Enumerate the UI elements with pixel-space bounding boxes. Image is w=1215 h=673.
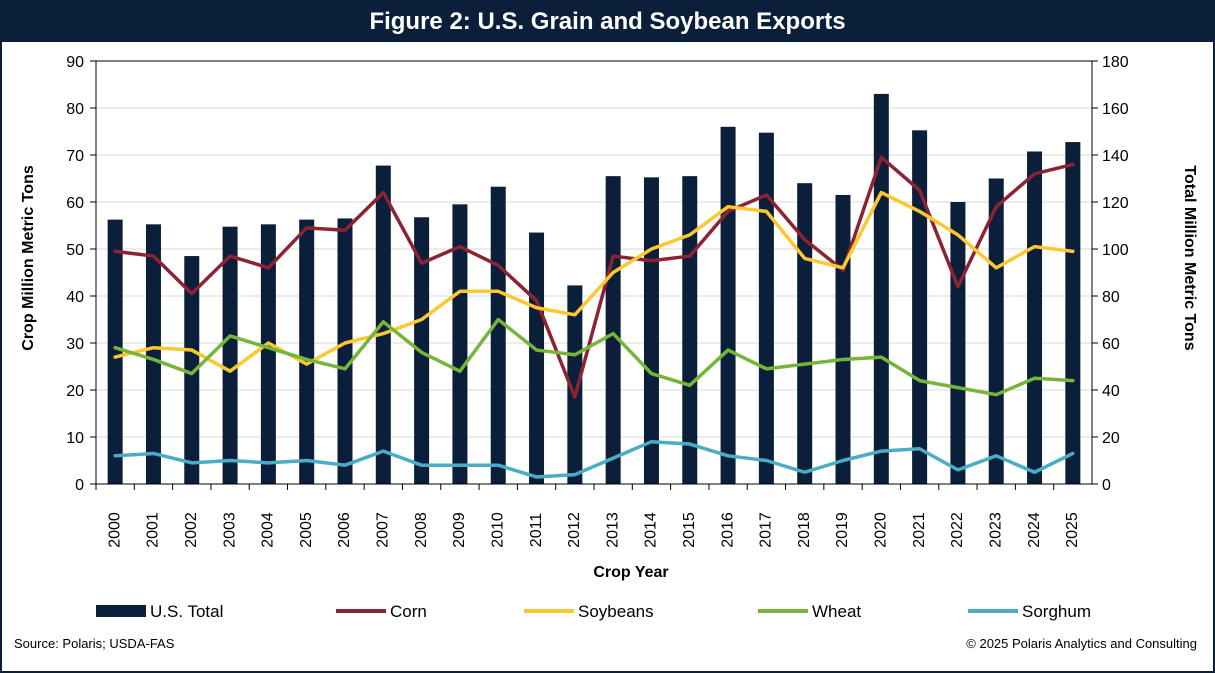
x-tick-label: 2003 <box>221 512 238 548</box>
y-left-tick-label: 10 <box>66 430 84 447</box>
legend-label: Wheat <box>812 602 861 621</box>
y-left-tick-label: 30 <box>66 336 84 353</box>
x-tick-label: 2015 <box>681 512 698 548</box>
y-left-tick-label: 40 <box>66 289 84 306</box>
bar-total <box>145 224 161 484</box>
x-tick-label: 2020 <box>873 512 890 548</box>
bar-total <box>988 178 1004 484</box>
x-tick-label: 2002 <box>183 512 200 548</box>
series-lines <box>113 155 1075 479</box>
bar-total <box>873 93 889 485</box>
bar-total <box>299 219 315 484</box>
y-right-tick-label: 120 <box>1102 195 1129 212</box>
y-right-tick-label: 20 <box>1102 430 1120 447</box>
x-tick-label: 2000 <box>106 512 123 548</box>
y-left-tick-label: 20 <box>66 383 84 400</box>
x-tick-label: 2023 <box>987 512 1004 548</box>
x-tick-label: 2014 <box>643 512 660 548</box>
axes: 0 10 20 30 40 50 60 70 80 90 0 20 40 60 80 100 120 140 160… <box>66 54 1129 548</box>
x-tick-label: 2009 <box>451 512 468 548</box>
line-sorghum <box>113 439 1075 479</box>
y-right-tick-label: 80 <box>1102 289 1120 306</box>
bar-total <box>797 183 813 484</box>
bar-total <box>912 130 928 484</box>
bar-total <box>529 232 545 484</box>
bar-total <box>107 219 123 484</box>
bar-total <box>490 186 506 484</box>
y-right-tick-label: 140 <box>1102 148 1129 165</box>
line-wheat <box>113 317 1075 397</box>
x-axis-label: Crop Year <box>593 564 668 581</box>
legend-label: Corn <box>390 602 427 621</box>
bar-total <box>1027 151 1043 484</box>
y-left-tick-label: 50 <box>66 242 84 259</box>
bar-total <box>643 177 659 484</box>
x-tick-label: 2001 <box>145 512 162 548</box>
plot-border <box>95 60 1093 485</box>
y-left-tick-label: 60 <box>66 195 84 212</box>
bar-total <box>682 176 698 484</box>
x-tick-label: 2010 <box>489 512 506 548</box>
y-right-tick-label: 180 <box>1102 54 1129 71</box>
x-tick-label: 2012 <box>566 512 583 548</box>
y-axis-left-label: Crop Million Metric Tons <box>20 165 37 351</box>
bar-total <box>605 176 621 484</box>
x-tick-label: 2017 <box>758 512 775 548</box>
y-left-tick-label: 90 <box>66 54 84 71</box>
chart-title: Figure 2: U.S. Grain and Soybean Exports <box>2 2 1213 42</box>
bar-total <box>260 224 276 484</box>
bar-total <box>375 165 391 484</box>
copyright-note: © 2025 Polaris Analytics and Consulting <box>966 636 1197 651</box>
y-left-tick-label: 70 <box>66 148 84 165</box>
x-tick-label: 2019 <box>834 512 851 548</box>
y-right-tick-label: 40 <box>1102 383 1120 400</box>
x-tick-label: 2011 <box>528 513 545 548</box>
source-note: Source: Polaris; USDA-FAS <box>14 636 175 651</box>
bar-total <box>222 226 238 485</box>
bar-total <box>567 285 583 484</box>
y-right-tick-label: 100 <box>1102 242 1129 259</box>
bar-total <box>1065 142 1081 484</box>
x-tick-label: 2013 <box>604 512 621 548</box>
y-right-tick-label: 60 <box>1102 336 1120 353</box>
bar-total <box>337 218 353 484</box>
y-left-tick-label: 80 <box>66 101 84 118</box>
x-tick-label: 2004 <box>260 512 277 548</box>
line-soybeans <box>113 190 1075 373</box>
bar-total <box>950 202 966 484</box>
legend-swatch <box>96 605 146 617</box>
y-axis-right-label: Total Million Metric Tons <box>1181 165 1198 350</box>
x-tick-label: 2021 <box>911 512 928 548</box>
x-tick-label: 2006 <box>336 512 353 548</box>
y-left-tick-label: 0 <box>75 477 84 494</box>
x-tick-label: 2025 <box>1064 512 1081 548</box>
bar-total <box>452 204 468 484</box>
y-right-tick-label: 0 <box>1102 477 1111 494</box>
x-tick-label: 2008 <box>413 512 430 548</box>
bar-total <box>758 132 774 485</box>
x-tick-label: 2016 <box>719 512 736 548</box>
bars <box>107 93 1081 485</box>
legend-label: U.S. Total <box>150 602 223 621</box>
x-tick-label: 2005 <box>298 512 315 548</box>
legend-label: Sorghum <box>1022 602 1091 621</box>
x-tick-label: 2018 <box>796 512 813 548</box>
x-tick-label: 2022 <box>949 512 966 548</box>
bar-total <box>184 256 200 484</box>
bar-total <box>835 194 851 484</box>
legend-label: Soybeans <box>578 602 654 621</box>
y-right-tick-label: 160 <box>1102 101 1129 118</box>
x-tick-label: 2007 <box>375 512 392 548</box>
bar-total <box>720 126 736 485</box>
x-tick-label: 2024 <box>1026 512 1043 548</box>
legend: U.S. Total Corn Soybeans Wheat Sorghum <box>96 602 1091 621</box>
gridlines <box>96 60 1092 485</box>
line-corn <box>113 155 1075 399</box>
